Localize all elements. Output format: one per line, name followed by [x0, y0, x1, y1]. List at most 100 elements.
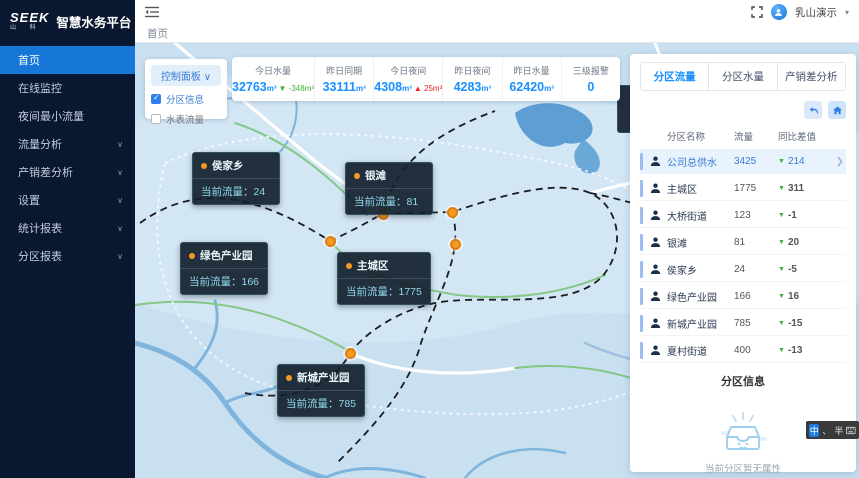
ime-punctuation-toggle[interactable]: 、	[822, 424, 831, 437]
tooltip-zone-name: 主城区	[357, 258, 389, 273]
trend-down-indicator: ▼ -348m³	[279, 84, 314, 93]
tooltip-zone-name: 绿色产业园	[200, 248, 253, 263]
zone-info-title: 分区信息	[640, 373, 846, 389]
table-row[interactable]: 新城产业园 785 ▼-15 ❯	[640, 311, 846, 336]
stat-last-night-volume: 昨日夜间 4283m³	[443, 57, 502, 101]
partition-flow: 785	[734, 318, 778, 329]
panel-tabs: 分区流量 分区水量 产销差分析	[640, 62, 846, 91]
breadcrumb: 首页	[135, 24, 859, 43]
layer-option-label: 分区信息	[166, 92, 204, 106]
app-window: 侯家乡 当前流量：24 银滩 当前流量：81 绿色产业园 当前流量：166 主城…	[0, 0, 859, 478]
logo-en-text: SEEK	[10, 11, 49, 24]
partition-name: 夏村街道	[667, 343, 734, 358]
partition-flow: 3425	[734, 156, 778, 167]
partition-flow: 1775	[734, 183, 778, 194]
tooltip-flow-value: 当前流量：1775	[338, 279, 430, 304]
back-button[interactable]	[804, 101, 822, 119]
table-row[interactable]: 主城区 1775 ▼311 ❯	[640, 176, 846, 201]
return-arrow-icon	[808, 105, 819, 116]
user-name[interactable]: 乳山演示	[795, 5, 837, 20]
sidebar-item-zone-report[interactable]: 分区报表∨	[0, 242, 135, 270]
sidebar-item-settings[interactable]: 设置∨	[0, 186, 135, 214]
tooltip-flow-value: 当前流量：81	[346, 189, 432, 214]
logo-cn-text: 山 科	[10, 25, 49, 31]
marker-dot-icon	[189, 253, 195, 259]
map-tooltip[interactable]: 银滩 当前流量：81	[345, 162, 433, 215]
ime-width-toggle[interactable]: 半	[834, 424, 843, 437]
partition-delta: -1	[788, 210, 797, 221]
trend-down-icon: ▼	[778, 293, 785, 300]
partition-name: 公司总供水	[667, 154, 734, 169]
table-row[interactable]: 绿色产业园 166 ▼16 ❯	[640, 284, 846, 309]
partition-delta: -13	[788, 345, 802, 356]
partition-name: 绿色产业园	[667, 289, 734, 304]
fullscreen-icon[interactable]	[751, 6, 763, 18]
top-bar: 乳山演示 ▾	[135, 0, 859, 24]
sidebar-item-nrw-analysis[interactable]: 产销差分析∨	[0, 158, 135, 186]
ime-toolbar: 中 、 半	[806, 421, 859, 439]
trend-down-icon: ▼	[778, 185, 785, 192]
layer-option-zone-info[interactable]: 分区信息	[151, 92, 221, 106]
table-row[interactable]: 夏村街道 400 ▼-13 ❯	[640, 338, 846, 363]
map-tooltip[interactable]: 绿色产业园 当前流量：166	[180, 242, 268, 295]
tab-nrw-analysis[interactable]: 产销差分析	[778, 63, 845, 90]
partition-icon	[643, 236, 667, 249]
stat-yesterday-volume: 昨日水量 62420m³	[503, 57, 562, 101]
tooltip-zone-name: 新城产业园	[297, 370, 350, 385]
map-tooltip[interactable]: 侯家乡 当前流量：24	[192, 152, 280, 205]
layer-option-meter-flow[interactable]: 水表流量	[151, 112, 221, 126]
partition-icon	[643, 263, 667, 276]
partition-name: 大桥街道	[667, 208, 734, 223]
map-tooltip[interactable]: 主城区 当前流量：1775	[337, 252, 431, 305]
sidebar-item-online-monitoring[interactable]: 在线监控	[0, 74, 135, 102]
trend-down-icon: ▼	[778, 158, 785, 165]
table-header: 分区名称 流量 同比差值	[640, 129, 846, 143]
empty-box-icon	[715, 411, 771, 453]
chevron-down-icon: ∨	[117, 140, 123, 149]
sidebar-item-statistics-report[interactable]: 统计报表∨	[0, 214, 135, 242]
partition-delta: 311	[788, 183, 804, 194]
trend-down-icon: ▼	[778, 320, 785, 327]
tooltip-zone-name: 侯家乡	[212, 158, 244, 173]
map-marker[interactable]	[450, 239, 461, 250]
layer-option-label: 水表流量	[166, 112, 204, 126]
table-row[interactable]: 银滩 81 ▼20 ❯	[640, 230, 846, 255]
table-row[interactable]: 大桥街道 123 ▼-1 ❯	[640, 203, 846, 228]
partition-icon	[643, 344, 667, 357]
tooltip-zone-name: 银滩	[365, 168, 386, 183]
map-marker[interactable]	[345, 348, 356, 359]
table-row[interactable]: 公司总供水 3425 ▼214 ❯	[640, 149, 846, 174]
control-panel-toggle[interactable]: 控制面板 ∨	[151, 65, 221, 86]
tab-zone-volume[interactable]: 分区水量	[709, 63, 777, 90]
partition-flow: 400	[734, 345, 778, 356]
stat-yesterday-same-period: 昨日同期 33111m³	[315, 57, 374, 101]
sidebar-item-night-min-flow[interactable]: 夜间最小流量	[0, 102, 135, 130]
map-marker[interactable]	[325, 236, 336, 247]
marker-dot-icon	[354, 173, 360, 179]
checkbox-unchecked-icon[interactable]	[151, 114, 161, 124]
empty-state-text: 当前分区暂无属性	[705, 461, 781, 475]
map-tooltip[interactable]: 新城产业园 当前流量：785	[277, 364, 365, 417]
ime-language-toggle[interactable]: 中	[809, 424, 819, 437]
checkbox-checked-icon[interactable]	[151, 94, 161, 104]
user-avatar[interactable]	[771, 4, 787, 20]
partition-name: 主城区	[667, 181, 734, 196]
collapse-menu-icon[interactable]	[145, 6, 159, 18]
partition-icon	[643, 155, 667, 168]
trend-down-icon: ▼	[778, 266, 785, 273]
zone-data-panel: 分区流量 分区水量 产销差分析 分区名称 流量 同比差值 公司总供水 3425 …	[630, 54, 856, 472]
partition-icon	[643, 317, 667, 330]
partition-name: 侯家乡	[667, 262, 734, 277]
home-button[interactable]	[828, 101, 846, 119]
tab-zone-flow[interactable]: 分区流量	[641, 63, 709, 90]
partition-icon	[643, 290, 667, 303]
sidebar-item-flow-analysis[interactable]: 流量分析∨	[0, 130, 135, 158]
sidebar-item-home[interactable]: 首页	[0, 46, 135, 74]
kpi-stats-bar: 今日水量 32763m³▼ -348m³ 昨日同期 33111m³ 今日夜间 4…	[232, 57, 620, 101]
user-menu-caret-icon[interactable]: ▾	[845, 8, 849, 17]
ime-keyboard-icon[interactable]	[846, 426, 856, 435]
map-marker[interactable]	[447, 207, 458, 218]
breadcrumb-home[interactable]: 首页	[147, 26, 168, 41]
table-row[interactable]: 侯家乡 24 ▼-5 ❯	[640, 257, 846, 282]
home-icon	[832, 105, 843, 116]
